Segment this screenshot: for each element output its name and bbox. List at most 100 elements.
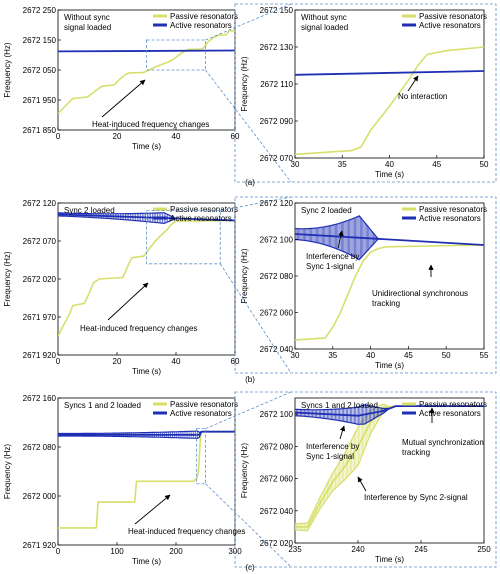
passive-resonators-series-line [295,244,484,341]
annotation-b_right-1: Unidirectional synchronous [372,289,468,298]
y-tick-label: 2672 020 [23,275,57,284]
y-axis-label: Frequency (Hz) [240,56,249,111]
y-tick-label: 2672 070 [23,237,57,246]
active-resonators-series-line [295,233,484,246]
passive-resonators-series [58,29,235,115]
plot-area [58,212,235,337]
plot-area [295,215,484,341]
y-tick-label: 2671 970 [23,313,57,322]
y-tick-label: 2671 920 [23,541,57,550]
chart-title: signal loaded [301,23,348,32]
chart-title: signal loaded [64,23,111,32]
x-tick-label: 30 [291,351,300,360]
annotation-arrow [337,230,344,249]
band-edge-lower [295,408,390,425]
x-tick-label: 0 [56,547,61,556]
y-tick-label: 2671 950 [23,96,57,105]
annotation-b_left-0: Heat-induced frequency changes [80,324,197,333]
legend-label-passive: Passive resonators [170,12,238,21]
active-resonators-series [58,212,235,225]
y-axis-label: Frequency (Hz) [3,444,12,499]
y-tick-label: 2672 160 [23,394,57,403]
y-axis-label: Frequency (Hz) [240,443,249,498]
y-tick-label: 2672 250 [23,6,57,15]
annotation-c_right-0: Sync 1-signal [306,452,354,461]
annotation-b_right-0: Interference by [306,252,359,261]
passive-resonators-series-line [295,405,484,528]
zoom-box [196,428,206,485]
x-tick-label: 60 [231,357,240,366]
y-tick-label: 2672 000 [23,492,57,501]
y-axis-label: Frequency (Hz) [240,248,249,303]
y-tick-label: 2672 040 [260,345,294,354]
y-tick-label: 2672 050 [23,66,57,75]
active-resonators-series-line [295,70,484,76]
plot-frame [294,202,485,350]
x-tick-label: 200 [169,547,183,556]
band-edge-lower [295,238,379,261]
annotation-c_right-1: Mutual synchronization [402,438,484,447]
y-tick-label: 2672 100 [260,410,294,419]
y-tick-label: 2671 850 [23,126,57,135]
band-edge-upper [295,404,390,411]
zoom-frame [234,196,497,374]
x-tick-label: 0 [56,132,61,141]
y-axis-label: Frequency (Hz) [3,42,12,97]
active-resonators-series-line [58,430,235,436]
band-edge-upper [58,430,202,435]
passive-resonators-series-line [295,46,484,156]
plot-area [295,403,484,532]
annotation-arrow [101,79,146,118]
active-resonators-series-line [295,405,484,417]
annotation-a_left-0: Heat-induced frequency changes [92,120,209,129]
annotation-c_right-1: tracking [402,448,430,457]
x-tick-label: 240 [351,545,365,554]
y-tick-label: 2672 070 [260,154,294,163]
x-axis-label: Time (s) [132,142,161,151]
zoom-box [146,39,206,71]
zoom-connector-top [205,3,292,41]
x-tick-label: 100 [110,547,124,556]
y-tick-label: 2672 060 [260,475,294,484]
active-resonators-series [295,70,484,76]
band-edge-lower [58,215,177,225]
passive-resonators-series [295,244,484,341]
annotation-c_left-0: Heat-induced frequency changes [128,527,245,536]
chart-title: Sync 2 loaded [301,206,352,215]
plot-frame [57,397,236,546]
passive-resonators-series-line [58,219,235,337]
zoom-indicator-a_left [146,3,497,183]
legend-label-active: Active resonators [419,214,481,223]
panel-label: (c) [245,563,255,572]
chart-title: Without sync [64,13,110,22]
zoom-box [146,210,221,265]
y-tick-label: 2671 920 [23,351,57,360]
y-axis-label: Frequency (Hz) [3,251,12,306]
x-axis-label: Time (s) [375,170,404,179]
annotation-b_right-1: tracking [372,299,400,308]
band-edge-lower [58,431,202,440]
x-tick-label: 45 [404,351,413,360]
active-resonators-series [58,430,235,440]
active-resonators-series [295,215,484,261]
annotation-a_right-0: No interaction [398,92,447,101]
chart-title: Sync 2 loaded [64,206,115,215]
y-tick-label: 2672 120 [260,199,294,208]
legend-label-active: Active resonators [419,409,481,418]
y-tick-label: 2672 090 [260,117,294,126]
band-edge-upper [58,212,177,220]
passive-resonators-series [58,219,235,337]
plot-area [295,46,484,156]
y-tick-label: 2672 120 [23,199,57,208]
y-tick-label: 2672 130 [260,43,294,52]
legend-label-passive: Passive resonators [419,205,487,214]
zoom-frame [234,3,497,183]
x-tick-label: 35 [338,160,347,169]
x-axis-label: Time (s) [132,367,161,376]
annotation-arrow [134,494,171,525]
plot-area [58,430,235,529]
